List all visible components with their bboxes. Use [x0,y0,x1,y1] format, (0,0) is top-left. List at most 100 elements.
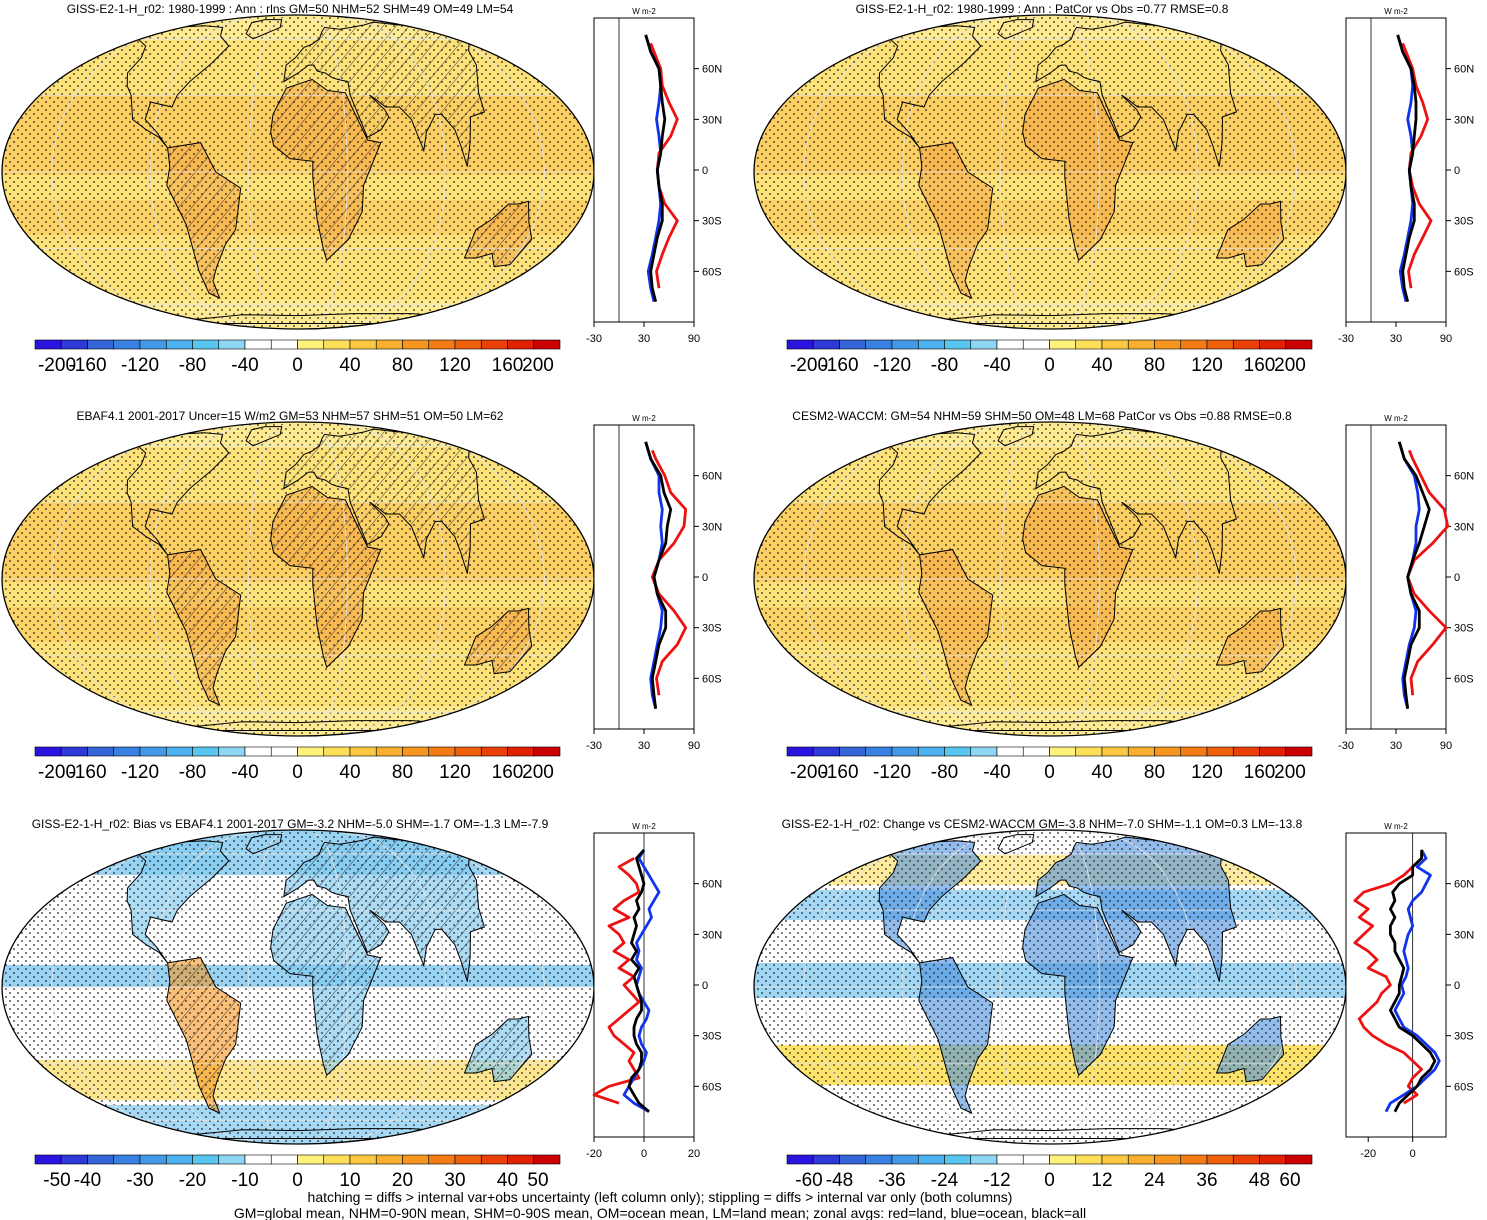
colorbar-tick-label: 0 [292,1170,303,1191]
colorbar-box [113,1154,141,1165]
colorbar-box [1259,339,1287,350]
colorbar-tick-label: -20 [179,1170,206,1191]
colorbar-box [533,339,561,350]
coastline-antarctica [890,313,1210,324]
x-tick-label: 0 [1410,1148,1416,1160]
lat-tick-label: 60S [1454,673,1474,685]
colorbar-tick-label: -80 [179,762,206,783]
map-field [2,830,594,1144]
colorbar-tick-label: -50 [43,1170,70,1191]
panel-title: GISS-E2-1-H_r02: Bias vs EBAF4.1 2001-20… [32,817,549,831]
colorbar: -50 -40 -30 -20 -10 0 10 20 30 40 50 [34,1154,561,1191]
colorbar-box [192,746,220,757]
panel-3: EBAF4.1 2001-2017 Uncer=15 W/m2 GM=53 NH… [1,409,722,783]
lat-tick-label: 60N [1454,879,1474,891]
colorbar-box [218,339,246,350]
colorbar-tick-label: 200 [1274,762,1306,783]
x-tick-label: -30 [586,740,602,752]
colorbar-tick-label: -24 [931,1170,959,1191]
colorbar-box [323,1154,351,1165]
lat-tick-label: 30N [702,929,722,941]
colorbar-box [113,339,141,350]
map-field [2,15,594,329]
lat-tick-label: 60N [702,471,722,483]
colorbar-box [865,1154,893,1165]
colorbar-tick-label: 80 [1144,762,1165,783]
colorbar-box [192,1154,220,1165]
colorbar-tick-label: 80 [1144,355,1165,376]
colorbar-tick-label: 24 [1144,1170,1166,1191]
lat-tick-label: 0 [702,165,708,177]
colorbar-box [323,746,351,757]
colorbar-box [1127,1154,1155,1165]
colorbar-box [917,339,945,350]
colorbar-box [786,339,814,350]
lat-tick-label: 30N [702,521,722,533]
colorbar-tick-label: -160 [820,762,858,783]
panel-1: GISS-E2-1-H_r02: 1980-1999 : Ann : rlns … [1,2,722,376]
colorbar-box [1206,1154,1234,1165]
colorbar-box [1259,746,1287,757]
colorbar-box [944,1154,972,1165]
x-tick-label: -20 [586,1148,602,1160]
lat-tick-label: 60S [702,1081,722,1093]
colorbar-box [786,746,814,757]
coastline-north-america [873,25,982,149]
colorbar-box [139,1154,167,1165]
colorbar-tick-label: 50 [527,1170,548,1191]
colorbar-box [244,1154,272,1165]
colorbar-box [270,339,298,350]
lat-tick-label: 30S [1454,1031,1474,1043]
units-label: W m-2 [632,7,656,16]
colorbar-box [891,339,919,350]
colorbar-box [375,746,403,757]
colorbar-box [454,1154,482,1165]
coastline-antarctica [890,720,1210,731]
colorbar-box [297,339,325,350]
coastline-eurasia [1035,428,1238,574]
panel-5: GISS-E2-1-H_r02: Bias vs EBAF4.1 2001-20… [1,817,722,1191]
x-tick-label: 90 [1440,333,1452,345]
series-all-line [1396,34,1418,303]
colorbar-box [1127,339,1155,350]
lat-tick-label: 30N [1454,929,1474,941]
colorbar-box [1022,1154,1050,1165]
colorbar-box [1232,339,1260,350]
colorbar-box [244,339,272,350]
x-tick-label: -30 [1338,333,1354,345]
colorbar-tick-label: 30 [444,1170,465,1191]
colorbar-box [1022,339,1050,350]
colorbar-box [917,746,945,757]
colorbar-box [1154,1154,1182,1165]
colorbar-tick-label: -48 [826,1170,853,1191]
zonal-profile: W m-2 60N 30N 0 30S 60S -20 0 [1345,822,1474,1160]
panel-title: EBAF4.1 2001-2017 Uncer=15 W/m2 GM=53 NH… [77,409,504,423]
colorbar-tick-label: 12 [1091,1170,1112,1191]
coastline-africa [270,893,382,1077]
colorbar-tick-label: -80 [931,762,958,783]
x-tick-label: 90 [688,740,700,752]
colorbar-box [970,339,998,350]
map-field [754,15,1346,329]
colorbar-box [402,746,430,757]
colorbar-box [1285,746,1313,757]
colorbar-tick-label: -200 [790,355,828,376]
colorbar-tick-label: -200 [790,762,828,783]
colorbar-box [1154,339,1182,350]
zonal-profile: W m-2 60N 30N 0 30S 60S -30 30 90 [586,7,722,345]
colorbar-box [60,1154,88,1165]
lat-tick-label: 0 [702,572,708,584]
lat-tick-label: 0 [702,980,708,992]
coastline-north-america [121,432,230,556]
colorbar-tick-label: 80 [392,762,413,783]
colorbar-tick-label: -80 [931,355,958,376]
coastline-greenland [997,19,1035,40]
colorbar-tick-label: 160 [1244,762,1276,783]
colorbar-box [139,746,167,757]
colorbar-tick-label: 120 [439,355,471,376]
units-label: W m-2 [632,414,656,423]
coastline-australia [1215,607,1285,675]
colorbar-box [996,339,1024,350]
